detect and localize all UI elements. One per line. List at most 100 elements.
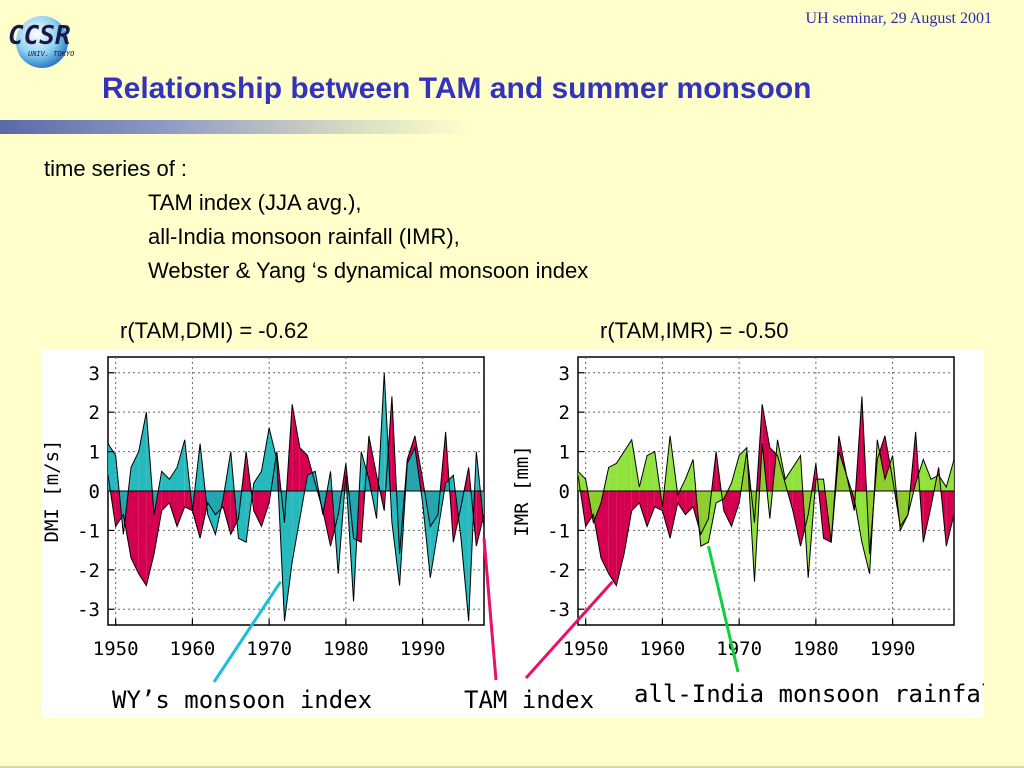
tam-area (677, 491, 686, 515)
y-tick-label: 3 (559, 363, 570, 385)
tam-area (200, 491, 208, 539)
dmi-area (460, 491, 469, 622)
x-tick-label: 1950 (93, 638, 139, 660)
x-tick-label: 1970 (246, 638, 292, 660)
dmi-area (276, 459, 279, 491)
correlation-right: r(TAM,IMR) = -0.50 (600, 318, 789, 343)
imr-area (915, 459, 924, 491)
x-tick-label: 1950 (563, 638, 609, 660)
y-tick-label: -1 (547, 520, 570, 542)
y-tick-label: 0 (559, 481, 570, 503)
imr-area (900, 491, 908, 531)
tam-area (253, 491, 262, 527)
imr-area (739, 447, 747, 491)
tam-area (818, 491, 824, 539)
tam-area (685, 491, 694, 515)
imr-area (593, 491, 602, 523)
dmi-area (253, 471, 262, 491)
tam-area (923, 491, 931, 543)
tam-line (577, 396, 955, 587)
dmi-area (123, 491, 129, 535)
annotation-wy: WY’s monsoon index (112, 686, 372, 714)
tam-area (177, 491, 185, 527)
imr-area (685, 459, 694, 491)
dmi-area (207, 491, 216, 535)
tam-area (261, 491, 270, 527)
body-line-4: Webster & Yang ‘s dynamical monsoon inde… (148, 258, 589, 283)
tam-area (146, 491, 155, 586)
ccsr-logo: CCSR UNIV. TOKYO (6, 10, 88, 70)
svg-text:CCSR: CCSR (8, 21, 71, 51)
callout-tam-line-left (482, 538, 498, 681)
svg-text:UNIV. TOKYO: UNIV. TOKYO (28, 50, 74, 58)
tam-area (154, 491, 162, 555)
figure-panel: 3 2 1 0 -1 -2 -3 1950 1960 1970 1980 1990 DMI [m/s] … (41, 350, 1010, 718)
tam-area (731, 491, 740, 527)
dmi-area (430, 491, 438, 578)
y-tick-label: -3 (77, 599, 100, 621)
tam-area (131, 491, 139, 574)
dmi-area (269, 427, 277, 491)
correlation-left: r(TAM,DMI) = -0.62 (120, 318, 309, 343)
x-tick-label: 1980 (323, 638, 369, 660)
tam-area (723, 491, 732, 527)
callouts: WY’s monsoon index TAM index all-India mon… (112, 538, 1010, 714)
y-tick-label: 1 (89, 442, 100, 464)
tam-area (292, 404, 300, 491)
dmi-area (177, 439, 185, 491)
tam-area (647, 491, 655, 527)
dmi-area (284, 491, 293, 622)
y-tick-label: 1 (559, 442, 570, 464)
y-tick-label: 0 (89, 481, 100, 503)
x-tick-label: 1990 (400, 638, 446, 660)
y-tick-label: -2 (77, 560, 100, 582)
imr-area (616, 451, 625, 491)
tam-area (138, 491, 147, 586)
x-tick-label: 1960 (170, 638, 216, 660)
tam-area (299, 447, 308, 491)
imr-area (815, 479, 824, 491)
imr-line (577, 435, 955, 582)
dmi-area (292, 491, 300, 562)
seminar-label: UH seminar, 29 August 2001 (805, 10, 992, 27)
imr-area (731, 455, 740, 491)
imr-area (777, 439, 786, 491)
slide-title: Relationship between TAM and summer mons… (102, 72, 812, 105)
annotation-tam: TAM index (464, 686, 594, 714)
tam-area (192, 491, 201, 539)
tam-area (161, 491, 170, 511)
x-tick-label: 1990 (870, 638, 916, 660)
imr-area (700, 491, 709, 547)
tam-area (601, 491, 609, 574)
x-tick-label: 1970 (716, 638, 762, 660)
y-tick-label: 2 (559, 402, 570, 424)
y-tick-label: -1 (77, 520, 100, 542)
tam-area (624, 491, 632, 555)
tam-area (739, 491, 741, 503)
dmi-area (194, 443, 201, 491)
title-underline (0, 120, 470, 134)
x-tick-label: 1960 (640, 638, 686, 660)
tam-area (670, 491, 678, 539)
imr-area (838, 451, 847, 491)
dmi-area (361, 451, 369, 491)
tam-area (368, 435, 377, 491)
bottom-line (0, 766, 1024, 768)
y-axis-label: IMR [mm] (511, 445, 533, 537)
body-line-2: TAM index (JJA avg.), (148, 190, 362, 215)
dmi-line (107, 372, 485, 622)
imr-area (884, 455, 893, 491)
tam-area (631, 491, 640, 511)
dmi-area (238, 491, 247, 543)
tam-area (608, 491, 617, 586)
imr-area (647, 451, 655, 491)
annotation-imr: all-India monsoon rainfall (634, 680, 984, 708)
chart-dmi: 3 2 1 0 -1 -2 -3 1950 1960 1970 1980 1990 DMI [m/s] (41, 356, 485, 660)
callout-imr-line (706, 545, 740, 673)
dmi-area (131, 451, 139, 491)
callout-wy-line (212, 580, 282, 683)
y-tick-label: 2 (89, 402, 100, 424)
imr-area (608, 463, 617, 491)
tam-area (792, 491, 801, 547)
